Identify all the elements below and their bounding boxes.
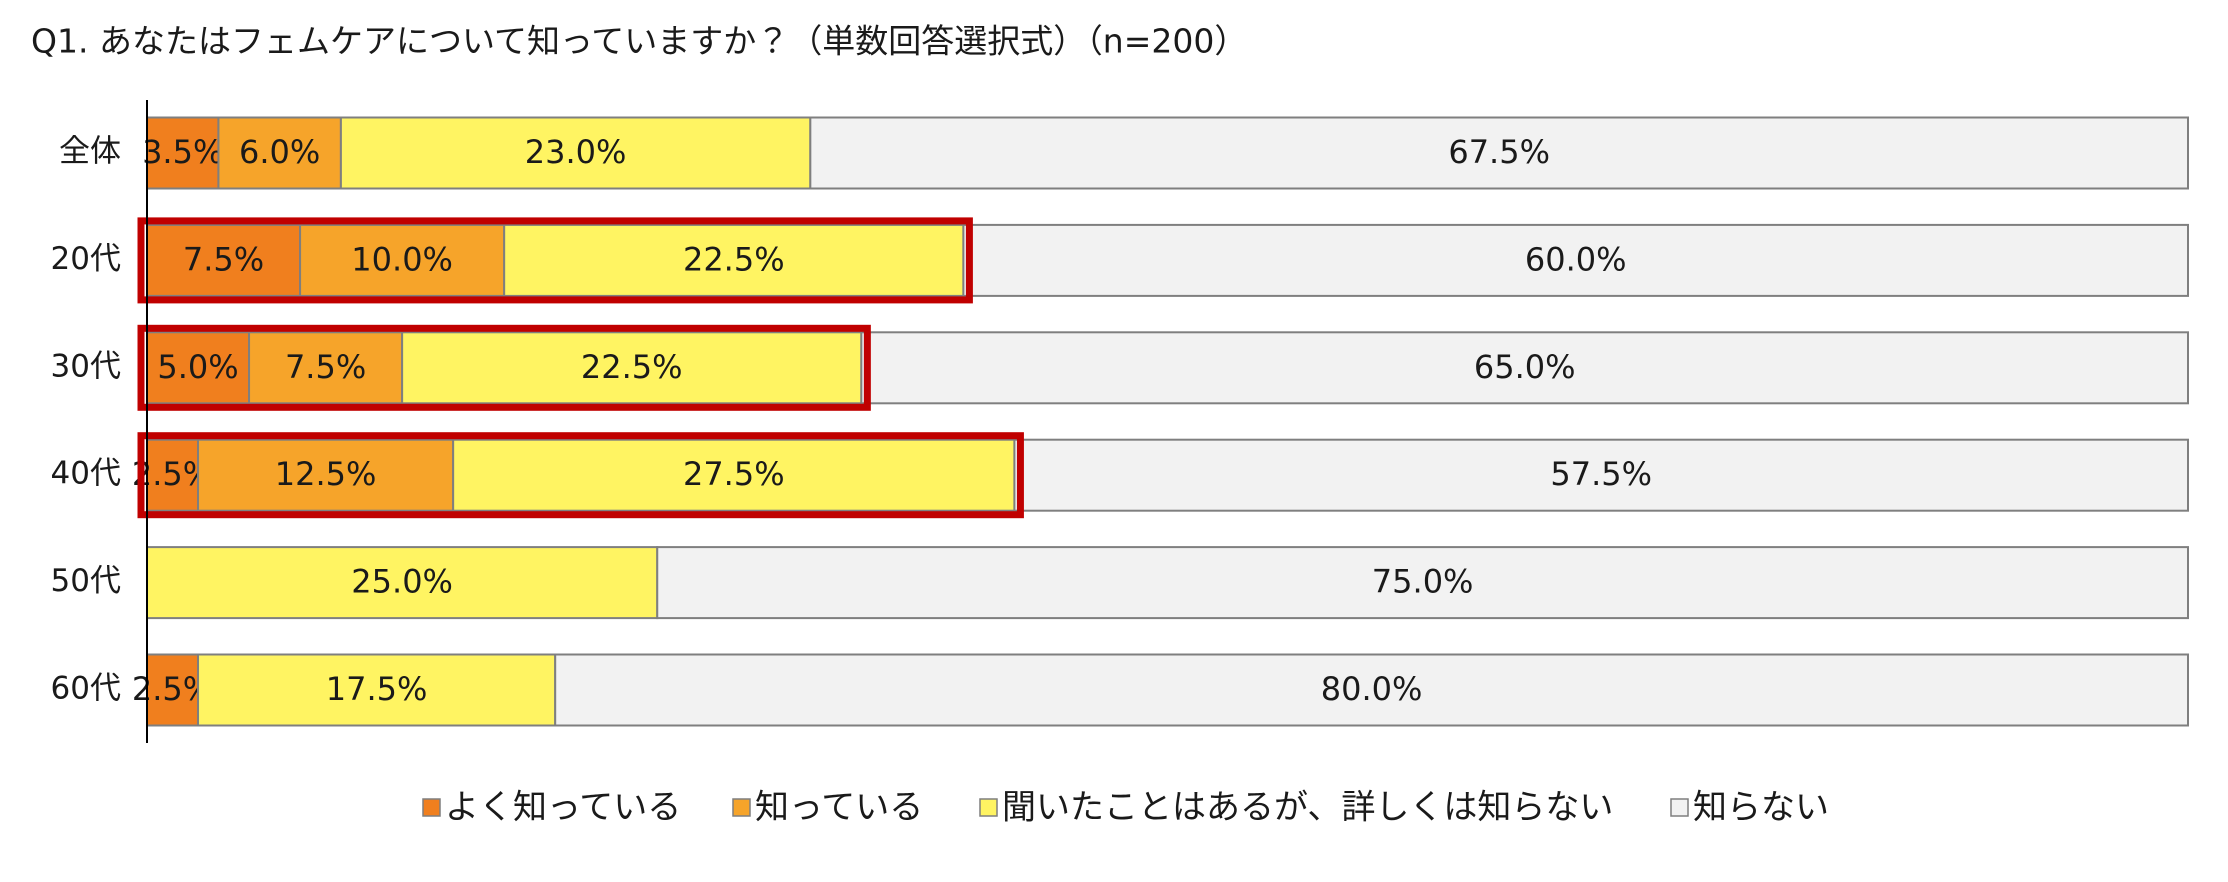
bar-segment — [1013, 438, 2189, 512]
bar-segment — [452, 438, 1016, 512]
data-label: 25.0% — [351, 563, 453, 601]
bar-segment — [146, 546, 659, 620]
bar-segment — [339, 116, 812, 190]
y-tick-label: 全体 — [59, 134, 121, 170]
bar-segment — [554, 653, 2190, 727]
data-label: 60.0% — [1525, 240, 1627, 278]
data-label: 80.0% — [1321, 670, 1423, 708]
highlight-box — [137, 432, 1024, 519]
data-label: 67.5% — [1448, 133, 1550, 171]
y-tick-label: 30代 — [51, 348, 121, 384]
highlight-box — [137, 324, 871, 411]
data-label: 10.0% — [351, 240, 453, 278]
data-label: 5.0% — [157, 348, 238, 386]
data-label: 12.5% — [275, 455, 377, 493]
data-label: 57.5% — [1550, 455, 1652, 493]
legend-swatch — [1670, 798, 1689, 817]
bar-segment — [809, 116, 2190, 190]
bar-segment — [197, 438, 455, 512]
bar-segment — [860, 331, 2189, 405]
data-label: 23.0% — [525, 133, 627, 171]
data-label: 22.5% — [581, 348, 683, 386]
chart-title: Q1. あなたはフェムケアについて知っていますか？（単数回答選択式）（n=200… — [31, 22, 1247, 61]
data-label: 7.5% — [285, 348, 366, 386]
bar-segment — [248, 331, 404, 405]
legend-swatch — [979, 798, 998, 817]
bar-segment — [217, 116, 342, 190]
data-label: 27.5% — [683, 455, 785, 493]
legend-label: よく知っている — [445, 788, 681, 828]
legend-swatch — [732, 798, 751, 817]
y-tick-label: 20代 — [51, 241, 121, 277]
highlight-box — [137, 217, 973, 304]
data-label: 22.5% — [683, 240, 785, 278]
data-label: 6.0% — [239, 133, 320, 171]
bar-segment — [299, 223, 506, 297]
y-tick-label: 40代 — [51, 456, 121, 492]
bar-segment — [962, 223, 2189, 297]
y-tick-label: 60代 — [51, 671, 121, 707]
bar-segment — [503, 223, 965, 297]
data-label: 7.5% — [183, 240, 264, 278]
legend-swatch — [422, 798, 441, 817]
legend-label: 聞いたことはあるが、詳しくは知らない — [1002, 788, 1613, 828]
data-label: 65.0% — [1474, 348, 1576, 386]
bar-segment — [146, 223, 302, 297]
y-tick-label: 50代 — [51, 563, 121, 599]
data-label: 17.5% — [326, 670, 428, 708]
bar-segment — [656, 546, 2189, 620]
data-label: 75.0% — [1372, 563, 1474, 601]
legend-label: 知らない — [1693, 788, 1829, 828]
data-label: 3.5% — [142, 133, 223, 171]
legend-label: 知っている — [755, 788, 923, 828]
bar-segment — [146, 438, 200, 512]
